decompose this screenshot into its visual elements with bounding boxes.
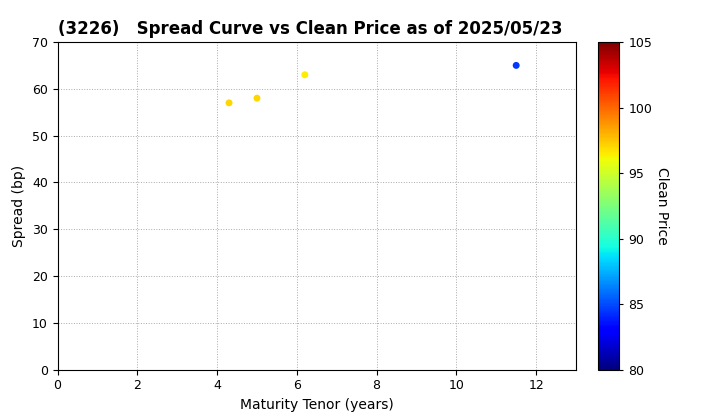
Point: [299, 71, 310, 78]
Y-axis label: Clean Price: Clean Price: [654, 167, 669, 245]
Point: [510, 62, 522, 69]
X-axis label: Maturity Tenor (years): Maturity Tenor (years): [240, 398, 394, 412]
Text: (3226)   Spread Curve vs Clean Price as of 2025/05/23: (3226) Spread Curve vs Clean Price as of…: [58, 20, 562, 38]
Point: [223, 100, 235, 106]
Point: [251, 95, 263, 102]
Y-axis label: Spread (bp): Spread (bp): [12, 165, 27, 247]
